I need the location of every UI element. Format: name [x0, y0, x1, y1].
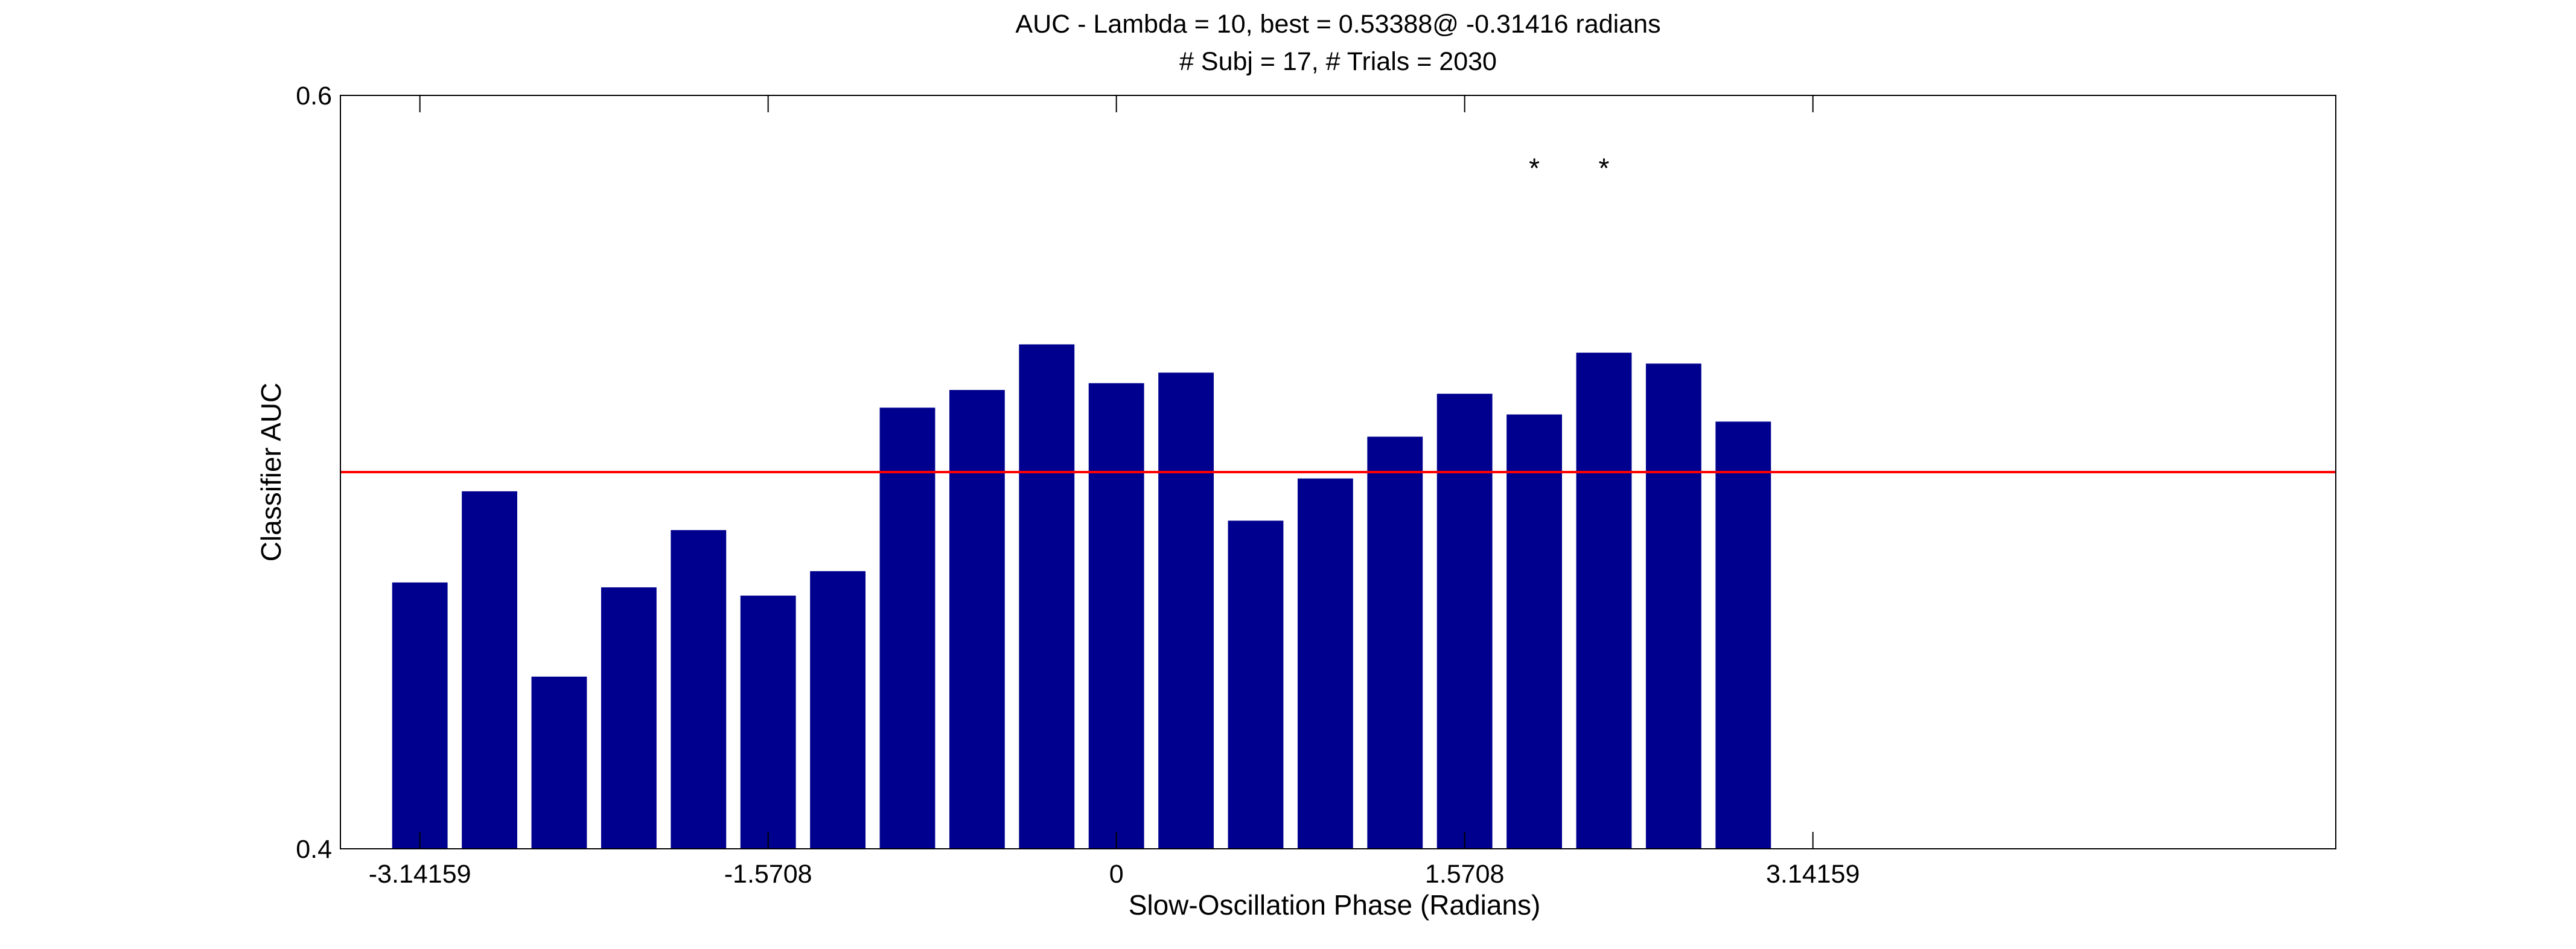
bar-20 — [1715, 421, 1771, 849]
y-tick-label-2: 0.6 — [296, 81, 332, 110]
x-tick-label-3: 0 — [1109, 860, 1124, 889]
x-axis-label: Slow-Oscillation Phase (Radians) — [1129, 889, 1541, 921]
bars-group — [392, 344, 1771, 849]
bar-14 — [1297, 478, 1353, 849]
significance-marker-1: * — [1529, 153, 1540, 184]
bar-13 — [1228, 520, 1284, 849]
x-tick-label-5: 3.14159 — [1766, 860, 1860, 889]
bar-6 — [740, 595, 796, 849]
x-tick-label-1: -3.14159 — [369, 860, 471, 889]
x-tick-label-2: -1.5708 — [724, 860, 812, 889]
bar-7 — [810, 571, 866, 849]
annotations-group: * * — [1529, 153, 1609, 184]
bar-12 — [1158, 372, 1214, 849]
bar-9 — [949, 389, 1005, 849]
bar-8 — [879, 407, 936, 849]
plot-area-frame — [340, 95, 2336, 849]
x-axis-ticks: -3.14159 -1.5708 0 1.5708 3.14159 — [369, 95, 1860, 889]
bar-5 — [671, 530, 727, 849]
bar-10 — [1019, 344, 1075, 849]
bar-15 — [1367, 436, 1423, 849]
y-axis-ticks: 0.4 0.6 — [296, 81, 2336, 864]
bar-4 — [601, 587, 657, 849]
y-tick-label-1: 0.4 — [296, 835, 332, 864]
x-tick-label-4: 1.5708 — [1425, 860, 1505, 889]
bar-18 — [1576, 353, 1632, 849]
bar-16 — [1436, 394, 1493, 849]
significance-marker-2: * — [1599, 153, 1610, 184]
bar-19 — [1645, 363, 1701, 849]
chart-title: AUC - Lambda = 10, best = 0.53388@ -0.31… — [1015, 10, 1660, 39]
bar-17 — [1506, 414, 1562, 849]
bar-11 — [1088, 383, 1144, 849]
chart-subtitle: # Subj = 17, # Trials = 2030 — [1179, 47, 1497, 76]
y-axis-label: Classifier AUC — [255, 383, 287, 562]
bar-3 — [531, 676, 587, 849]
bar-1 — [392, 582, 448, 849]
bar-2 — [462, 491, 517, 849]
